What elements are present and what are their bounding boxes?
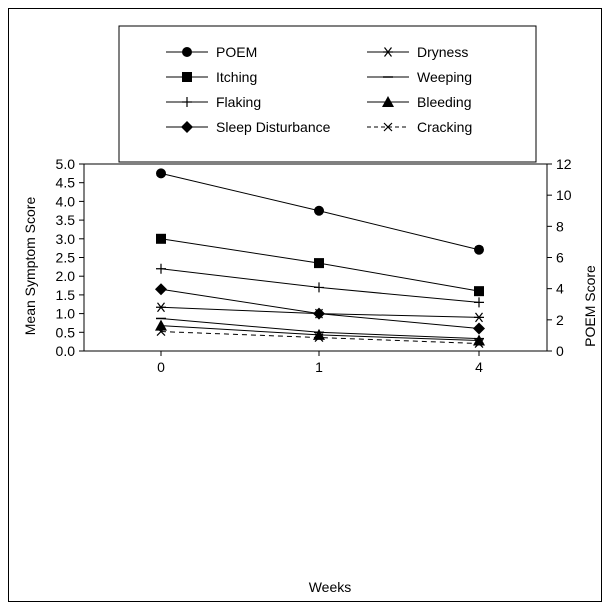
- y2-tick-label: 10: [556, 187, 572, 203]
- legend-label-itching: Itching: [216, 69, 257, 85]
- legend-label-flaking: Flaking: [216, 94, 261, 110]
- legend-label-sleep-disturbance: Sleep Disturbance: [216, 119, 331, 135]
- line-chart: 0.00.51.01.52.02.53.03.54.04.55.00246810…: [22, 25, 598, 595]
- y-tick-label: 2.5: [56, 250, 76, 266]
- data-point-cracking: [314, 333, 324, 342]
- y-tick-label: 5.0: [56, 156, 76, 172]
- legend-label-cracking: Cracking: [417, 119, 472, 135]
- data-point-sleep-disturbance: [155, 283, 167, 296]
- y-tick-label: 1.0: [56, 306, 76, 322]
- chart-frame: 0.0 0.5 1.0 1.5 2.0 2.5 3.0 3.5 4.0 4.5 5.0 0 2 4 6 8 10…: [8, 8, 602, 602]
- legend-marker-bleeding: [382, 96, 394, 107]
- x-axis-label: Weeks: [309, 579, 352, 595]
- y2-tick-label: 8: [556, 218, 564, 234]
- legend-marker-dryness: [383, 47, 393, 57]
- legend: POEM Itching Flaking Sleep Disturbance Dryne…: [118, 25, 537, 163]
- y-tick-label: 4.0: [56, 193, 76, 209]
- y-axis-label: Mean Symptom Score: [22, 197, 38, 336]
- y2-tick-label: 6: [556, 250, 564, 266]
- y2-tick-label: 12: [556, 156, 572, 172]
- y-tick-label: 1.5: [56, 287, 76, 303]
- data-point-dryness: [314, 308, 324, 319]
- x-tick-label: 0: [157, 359, 165, 375]
- axes: 0.00.51.01.52.02.53.03.54.04.55.00246810…: [56, 156, 572, 375]
- data-point-itching: [314, 258, 324, 269]
- data-point-cracking: [156, 327, 166, 336]
- y-tick-label: 2.0: [56, 268, 76, 284]
- data-point-flaking: [474, 297, 484, 308]
- data-point-bleeding: [473, 334, 485, 346]
- data-point-dryness: [474, 312, 484, 323]
- legend-marker-sleep-disturbance: [181, 121, 193, 133]
- series-markers: [155, 168, 485, 348]
- data-point-itching: [474, 286, 484, 297]
- y-tick-label: 3.0: [56, 231, 76, 247]
- data-point-poem: [314, 205, 324, 216]
- legend-label-weeping: Weeping: [417, 69, 472, 85]
- legend-label-poem: POEM: [216, 44, 257, 60]
- y2-tick-label: 0: [556, 343, 564, 359]
- y2-tick-label: 4: [556, 281, 564, 297]
- series-line-cracking: [160, 331, 480, 345]
- legend-marker-cracking: [383, 122, 393, 132]
- data-point-sleep-disturbance: [473, 322, 485, 335]
- legend-label-bleeding: Bleeding: [417, 94, 472, 110]
- data-point-itching: [156, 233, 166, 244]
- y2-axis-label: POEM Score: [582, 265, 598, 347]
- y-tick-label: 0.5: [56, 324, 76, 340]
- data-point-flaking: [156, 263, 166, 274]
- legend-box: [118, 25, 537, 163]
- y2-tick-label: 2: [556, 312, 564, 328]
- x-tick-label: 4: [475, 359, 483, 375]
- data-point-cracking: [474, 339, 484, 348]
- data-point-dryness: [156, 302, 166, 313]
- data-point-poem: [474, 244, 484, 255]
- series-line-flaking: [160, 268, 480, 303]
- data-point-poem: [156, 168, 166, 179]
- data-point-flaking: [314, 282, 324, 293]
- plot-area: [83, 163, 548, 352]
- legend-label-dryness: Dryness: [417, 44, 468, 60]
- data-point-bleeding: [313, 328, 325, 340]
- data-point-bleeding: [155, 319, 167, 331]
- y-tick-label: 3.5: [56, 212, 76, 228]
- legend-marker-itching: [182, 72, 192, 82]
- legend-marker-flaking: [182, 97, 192, 107]
- x-tick-label: 1: [315, 359, 323, 375]
- y-tick-label: 4.5: [56, 175, 76, 191]
- legend-marker-poem: [182, 47, 192, 57]
- y-tick-label: 0.0: [56, 343, 76, 359]
